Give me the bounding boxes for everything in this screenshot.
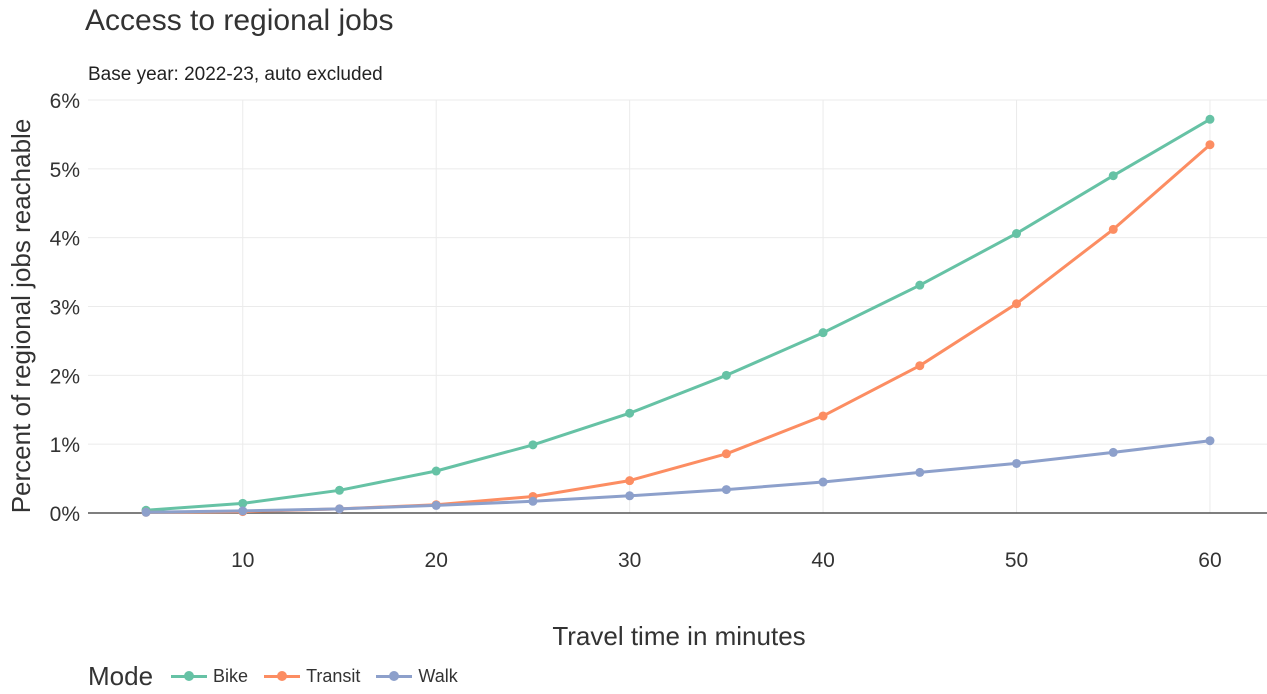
transit-point bbox=[721, 449, 731, 459]
bike-point bbox=[625, 408, 635, 418]
legend-title: Mode bbox=[88, 660, 154, 691]
transit-point bbox=[1012, 299, 1022, 309]
series-walk bbox=[141, 436, 1215, 517]
y-tick-label: 4% bbox=[50, 228, 80, 251]
walk-point bbox=[1108, 447, 1118, 457]
bike-point bbox=[431, 466, 441, 476]
x-tick-label: 40 bbox=[811, 549, 834, 572]
legend-key-walk bbox=[376, 669, 413, 683]
walk-point bbox=[1012, 458, 1022, 468]
chart-title: Access to regional jobs bbox=[85, 4, 394, 37]
walk-point bbox=[334, 504, 344, 514]
bike-point bbox=[1108, 171, 1118, 181]
x-tick-label: 10 bbox=[231, 549, 254, 572]
transit-point bbox=[1205, 140, 1215, 150]
walk-line bbox=[145, 439, 1211, 514]
transit-point bbox=[818, 411, 828, 421]
transit-line bbox=[145, 143, 1211, 514]
walk-point bbox=[141, 507, 151, 517]
legend-key-transit bbox=[264, 669, 301, 683]
bike-point bbox=[238, 498, 248, 508]
bike-point bbox=[721, 370, 731, 380]
walk-point bbox=[238, 506, 248, 516]
chart-subtitle: Base year: 2022-23, auto excluded bbox=[88, 64, 383, 85]
y-tick-label: 1% bbox=[50, 434, 80, 457]
bike-point bbox=[528, 440, 538, 450]
series-group bbox=[141, 114, 1215, 517]
legend-item-walk: Walk bbox=[376, 665, 458, 687]
grid bbox=[88, 99, 1267, 513]
walk-point bbox=[528, 496, 538, 506]
series-bike bbox=[141, 114, 1215, 515]
bike-point bbox=[915, 280, 925, 290]
legend-label-bike: Bike bbox=[213, 665, 249, 686]
legend: Mode Bike Transit Walk bbox=[88, 660, 474, 692]
transit-point bbox=[915, 361, 925, 371]
legend-key-bike bbox=[171, 669, 208, 683]
legend-item-bike: Bike bbox=[171, 666, 248, 687]
walk-point bbox=[915, 467, 925, 477]
y-tick-label: 5% bbox=[50, 159, 80, 182]
x-tick-label: 50 bbox=[1005, 549, 1028, 572]
bike-point bbox=[334, 485, 344, 495]
legend-label-walk: Walk bbox=[418, 665, 458, 686]
y-tick-label: 3% bbox=[50, 297, 80, 320]
axis-ticks: 0% 1% 2% 3% 4% 5% 6% 10 20 30 40 50 60 bbox=[50, 90, 1222, 572]
x-tick-label: 60 bbox=[1198, 549, 1221, 572]
y-tick-label: 0% bbox=[50, 503, 80, 526]
walk-point bbox=[431, 500, 441, 510]
legend-label-transit: Transit bbox=[306, 665, 361, 686]
walk-point bbox=[721, 485, 731, 495]
bike-point bbox=[1012, 229, 1022, 239]
bike-point bbox=[818, 328, 828, 338]
walk-point bbox=[625, 491, 635, 501]
legend-item-transit: Transit bbox=[264, 666, 360, 687]
x-tick-label: 20 bbox=[425, 549, 448, 572]
bike-line bbox=[145, 118, 1211, 512]
y-tick-label: 6% bbox=[50, 90, 80, 113]
y-axis-label: Percent of regional jobs reachable bbox=[6, 119, 36, 514]
legend-items: Bike Transit Walk bbox=[171, 666, 474, 687]
y-tick-label: 2% bbox=[50, 365, 80, 388]
x-tick-label: 30 bbox=[618, 549, 641, 572]
transit-point bbox=[1108, 224, 1118, 234]
x-axis-label: Travel time in minutes bbox=[552, 621, 805, 651]
walk-point bbox=[818, 477, 828, 487]
bike-point bbox=[1205, 114, 1215, 124]
transit-point bbox=[625, 476, 635, 486]
walk-point bbox=[1205, 436, 1215, 446]
